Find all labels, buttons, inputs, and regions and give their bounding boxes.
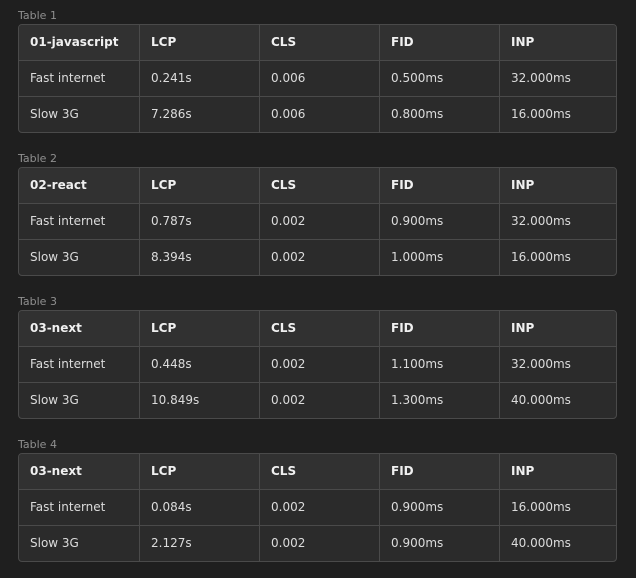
data-table: 02-react LCP CLS FID INP Fast internet 0… bbox=[18, 167, 617, 276]
table-cell: 32.000ms bbox=[499, 347, 616, 382]
header-cell: FID bbox=[379, 454, 499, 489]
data-table: 03-next LCP CLS FID INP Fast internet 0.… bbox=[18, 310, 617, 419]
table-cell: 0.800ms bbox=[379, 97, 499, 132]
table-cell: Slow 3G bbox=[30, 250, 79, 264]
table-block-3: Table 3 03-next LCP CLS FID INP Fast int… bbox=[18, 295, 617, 419]
table-cell: Slow 3G bbox=[30, 536, 79, 550]
table-cell: 16.000ms bbox=[499, 240, 616, 275]
table-block-1: Table 1 01-javascript LCP CLS FID INP Fa… bbox=[18, 9, 617, 133]
table-cell: 1.000ms bbox=[379, 240, 499, 275]
table-cell: 0.900ms bbox=[379, 526, 499, 561]
table-cell: Slow 3G bbox=[30, 393, 79, 407]
header-cell: 01-javascript bbox=[30, 35, 119, 49]
table-cell: 0.787s bbox=[139, 204, 259, 239]
table-cell: 0.002 bbox=[259, 240, 379, 275]
table-cell: 0.006 bbox=[259, 61, 379, 96]
header-cell: LCP bbox=[139, 454, 259, 489]
header-cell: LCP bbox=[139, 25, 259, 60]
table-cell: 0.002 bbox=[259, 383, 379, 418]
table-cell: 0.900ms bbox=[379, 204, 499, 239]
table-cell: Slow 3G bbox=[30, 107, 79, 121]
header-cell: 03-next bbox=[30, 321, 82, 335]
table-row: Slow 3G 7.286s 0.006 0.800ms 16.000ms bbox=[19, 96, 616, 132]
table-cell: 7.286s bbox=[139, 97, 259, 132]
table-row: Slow 3G 2.127s 0.002 0.900ms 40.000ms bbox=[19, 525, 616, 561]
table-cell: Fast internet bbox=[30, 500, 106, 514]
table-cell: 1.100ms bbox=[379, 347, 499, 382]
header-cell: LCP bbox=[139, 311, 259, 346]
data-table: 03-next LCP CLS FID INP Fast internet 0.… bbox=[18, 453, 617, 562]
header-cell: FID bbox=[379, 25, 499, 60]
header-cell: CLS bbox=[259, 168, 379, 203]
table-cell: 40.000ms bbox=[499, 383, 616, 418]
table-header-row: 02-react LCP CLS FID INP bbox=[19, 168, 616, 203]
header-cell: LCP bbox=[139, 168, 259, 203]
table-row: Fast internet 0.084s 0.002 0.900ms 16.00… bbox=[19, 489, 616, 525]
header-cell: 03-next bbox=[30, 464, 82, 478]
table-row: Slow 3G 8.394s 0.002 1.000ms 16.000ms bbox=[19, 239, 616, 275]
header-cell: INP bbox=[499, 25, 616, 60]
header-cell: CLS bbox=[259, 25, 379, 60]
data-table: 01-javascript LCP CLS FID INP Fast inter… bbox=[18, 24, 617, 133]
table-cell: 0.002 bbox=[259, 204, 379, 239]
table-caption: Table 2 bbox=[18, 152, 57, 165]
header-cell: CLS bbox=[259, 454, 379, 489]
table-cell: 10.849s bbox=[139, 383, 259, 418]
table-block-4: Table 4 03-next LCP CLS FID INP Fast int… bbox=[18, 438, 617, 562]
header-cell: FID bbox=[379, 168, 499, 203]
table-cell: 16.000ms bbox=[499, 97, 616, 132]
table-row: Fast internet 0.448s 0.002 1.100ms 32.00… bbox=[19, 346, 616, 382]
table-cell: 0.500ms bbox=[379, 61, 499, 96]
table-cell: 0.241s bbox=[139, 61, 259, 96]
table-cell: Fast internet bbox=[30, 71, 106, 85]
table-cell: Fast internet bbox=[30, 214, 106, 228]
table-cell: Fast internet bbox=[30, 357, 106, 371]
table-header-row: 03-next LCP CLS FID INP bbox=[19, 311, 616, 346]
header-cell: INP bbox=[499, 168, 616, 203]
table-cell: 32.000ms bbox=[499, 61, 616, 96]
table-cell: 16.000ms bbox=[499, 490, 616, 525]
table-row: Slow 3G 10.849s 0.002 1.300ms 40.000ms bbox=[19, 382, 616, 418]
table-cell: 1.300ms bbox=[379, 383, 499, 418]
table-cell: 2.127s bbox=[139, 526, 259, 561]
header-cell: INP bbox=[499, 454, 616, 489]
table-row: Fast internet 0.787s 0.002 0.900ms 32.00… bbox=[19, 203, 616, 239]
table-cell: 0.002 bbox=[259, 490, 379, 525]
table-cell: 32.000ms bbox=[499, 204, 616, 239]
header-cell: 02-react bbox=[30, 178, 87, 192]
table-caption: Table 3 bbox=[18, 295, 57, 308]
table-caption: Table 4 bbox=[18, 438, 57, 451]
table-cell: 0.900ms bbox=[379, 490, 499, 525]
header-cell: INP bbox=[499, 311, 616, 346]
table-block-2: Table 2 02-react LCP CLS FID INP Fast in… bbox=[18, 152, 617, 276]
table-cell: 0.002 bbox=[259, 347, 379, 382]
table-cell: 8.394s bbox=[139, 240, 259, 275]
table-cell: 0.002 bbox=[259, 526, 379, 561]
table-cell: 40.000ms bbox=[499, 526, 616, 561]
table-header-row: 03-next LCP CLS FID INP bbox=[19, 454, 616, 489]
header-cell: CLS bbox=[259, 311, 379, 346]
table-row: Fast internet 0.241s 0.006 0.500ms 32.00… bbox=[19, 60, 616, 96]
table-cell: 0.006 bbox=[259, 97, 379, 132]
table-cell: 0.448s bbox=[139, 347, 259, 382]
table-caption: Table 1 bbox=[18, 9, 57, 22]
table-cell: 0.084s bbox=[139, 490, 259, 525]
table-header-row: 01-javascript LCP CLS FID INP bbox=[19, 25, 616, 60]
header-cell: FID bbox=[379, 311, 499, 346]
